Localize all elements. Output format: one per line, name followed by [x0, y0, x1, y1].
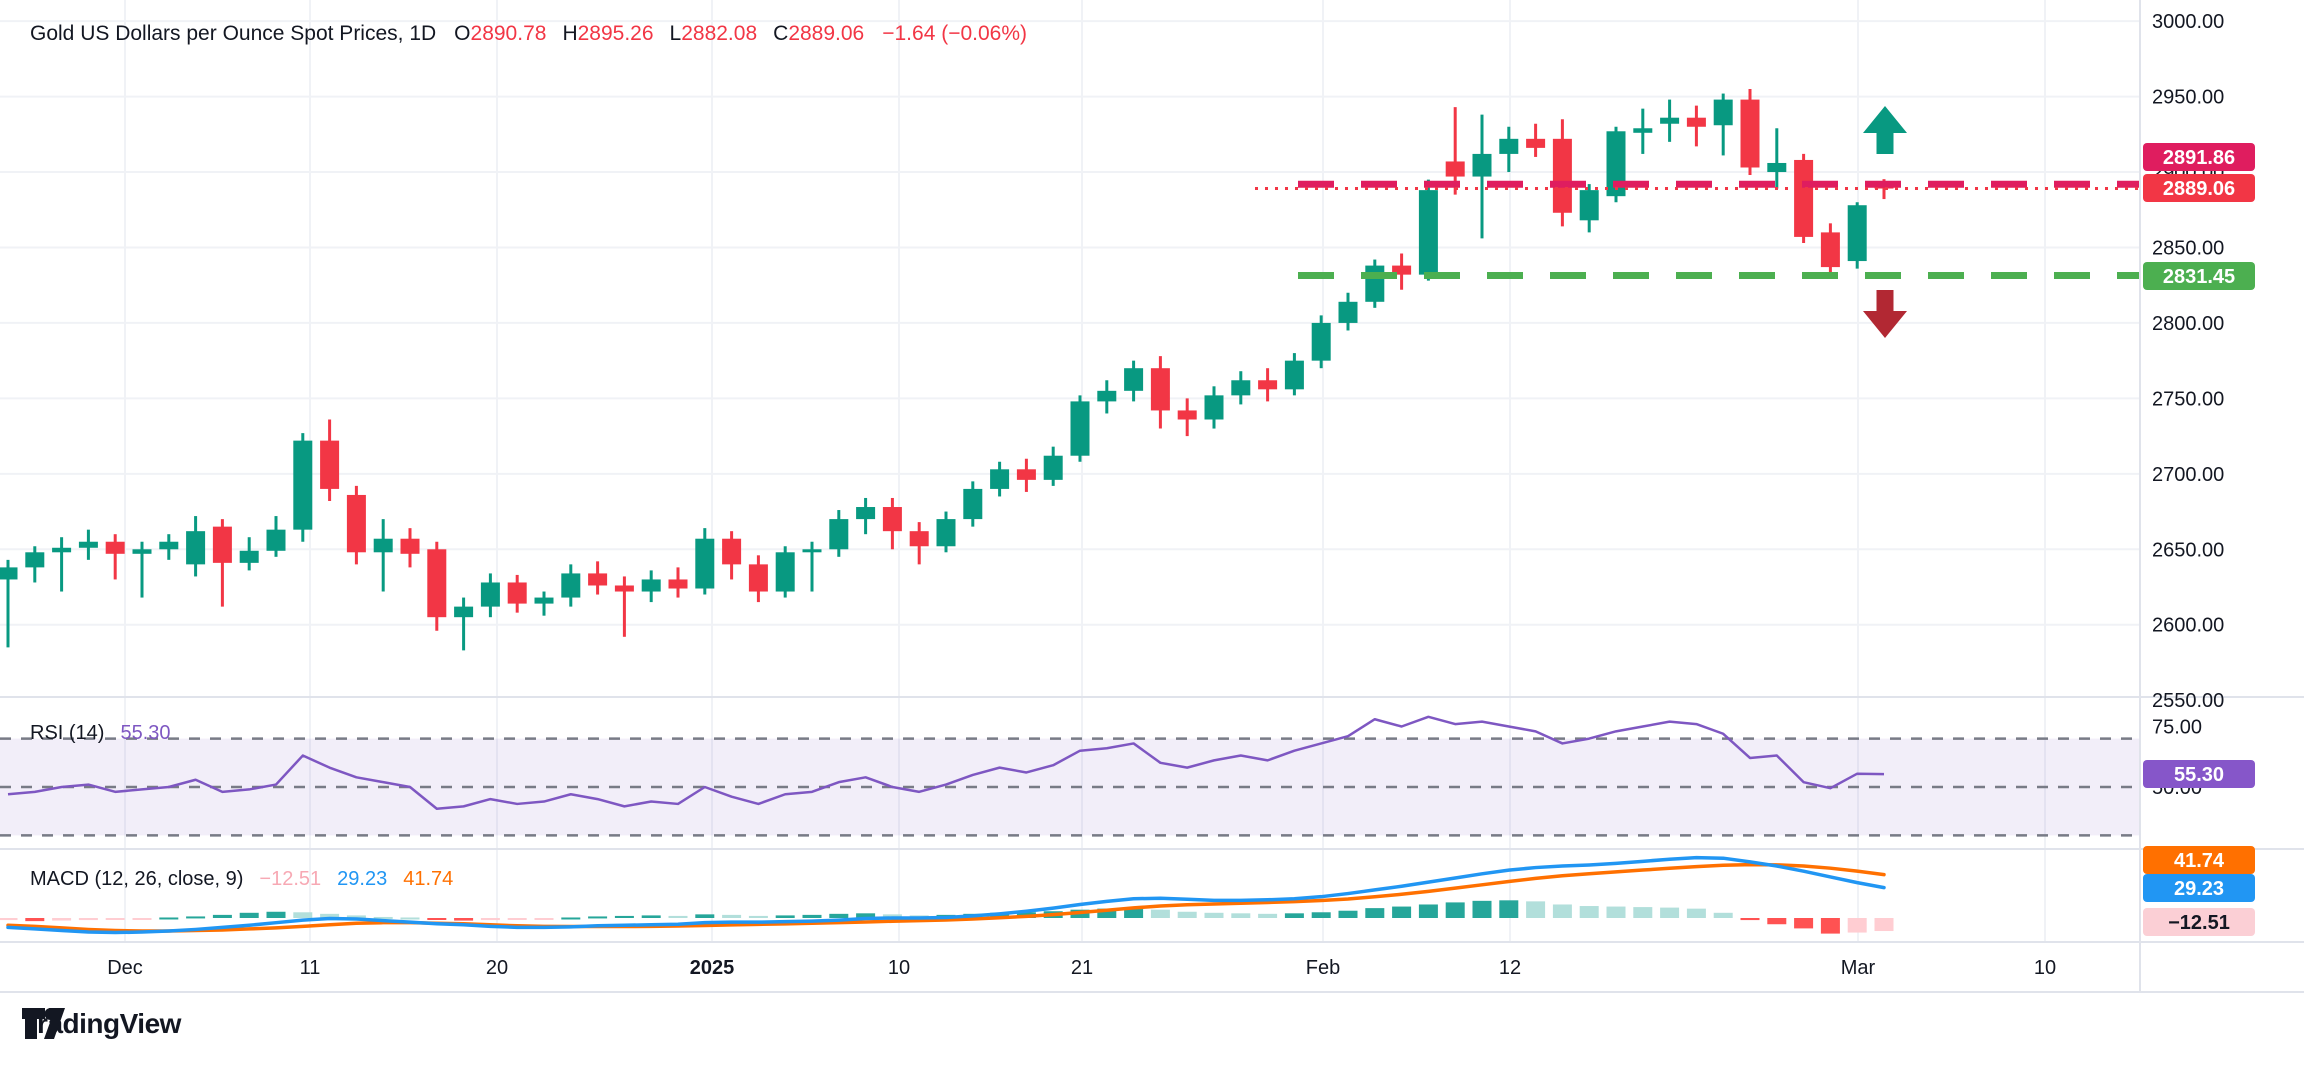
close-value: C2889.06: [773, 22, 865, 45]
axis-badges: 2891.86 2889.06 2831.45 55.30 41.74 29.23 −12.…: [2143, 143, 2255, 936]
rsi-indicator-name: RSI (14): [30, 722, 105, 744]
svg-text:21: 21: [1071, 957, 1093, 979]
svg-text:12: 12: [1499, 957, 1521, 979]
pane-separators: [0, 0, 2304, 993]
macd-signal-value: 41.74: [403, 868, 454, 890]
rsi-indicator-value: 55.30: [120, 722, 171, 744]
low-value: L2882.08: [669, 22, 758, 45]
svg-text:2025: 2025: [690, 957, 735, 979]
tradingview-icon: [22, 1008, 65, 1039]
svg-text:10: 10: [888, 957, 910, 979]
svg-text:75.00: 75.00: [2152, 717, 2202, 739]
down-arrow-annotation: [1863, 290, 1907, 338]
svg-text:41.74: 41.74: [2174, 850, 2225, 872]
svg-text:2889.06: 2889.06: [2163, 178, 2235, 200]
tradingview-logo[interactable]: TradingView: [22, 1008, 181, 1040]
svg-text:Mar: Mar: [1841, 957, 1876, 979]
price-gridlines: [0, 20, 2140, 626]
macd-indicator-name: MACD (12, 26, close, 9): [30, 868, 244, 890]
price-axis[interactable]: 3000.002950.002900.002850.002800.002750.…: [2152, 11, 2224, 799]
rsi-pane-label: RSI (14) 55.30: [30, 722, 171, 745]
svg-text:11: 11: [300, 957, 321, 979]
svg-text:29.23: 29.23: [2174, 878, 2224, 900]
time-axis[interactable]: Dec 11 20 2025 10 21 Feb 12 Mar 10: [107, 957, 2056, 979]
svg-text:2891.86: 2891.86: [2163, 147, 2235, 169]
svg-text:2950.00: 2950.00: [2152, 87, 2224, 109]
macd-hist-value: −12.51: [259, 868, 322, 890]
macd-lines: [6, 855, 1886, 935]
ohlc-values: O2890.78 H2895.26 L2882.08 C2889.06: [454, 22, 864, 46]
rsi-band: [0, 737, 2140, 837]
chart-legend: Gold US Dollars per Ounce Spot Prices, 1…: [30, 22, 1027, 46]
svg-text:55.30: 55.30: [2174, 764, 2224, 786]
open-value: O2890.78: [454, 22, 547, 45]
svg-text:−12.51: −12.51: [2168, 912, 2230, 934]
svg-text:2700.00: 2700.00: [2152, 464, 2224, 486]
rsi-line: [7, 715, 1885, 811]
svg-text:2600.00: 2600.00: [2152, 615, 2224, 637]
svg-text:3000.00: 3000.00: [2152, 11, 2224, 33]
price-levels: [1255, 180, 2140, 279]
svg-text:2750.00: 2750.00: [2152, 388, 2224, 410]
svg-text:2800.00: 2800.00: [2152, 313, 2224, 335]
macd-line-value: 29.23: [337, 868, 388, 890]
macd-pane-label: MACD (12, 26, close, 9) −12.51 29.23 41.…: [30, 868, 453, 891]
svg-text:20: 20: [486, 957, 508, 979]
change-value: −1.64 (−0.06%): [882, 22, 1027, 45]
svg-text:2550.00: 2550.00: [2152, 690, 2224, 712]
svg-text:Feb: Feb: [1306, 957, 1340, 979]
macd-histogram: [0, 900, 1894, 934]
vertical-gridlines: [124, 0, 2046, 942]
candles: [0, 89, 1894, 651]
svg-text:Dec: Dec: [107, 957, 143, 979]
symbol-title: Gold US Dollars per Ounce Spot Prices, 1…: [30, 22, 437, 45]
svg-text:10: 10: [2034, 957, 2056, 979]
svg-text:2850.00: 2850.00: [2152, 237, 2224, 259]
svg-text:2831.45: 2831.45: [2163, 266, 2235, 288]
up-arrow-annotation: [1863, 106, 1907, 154]
high-value: H2895.26: [562, 22, 654, 45]
svg-text:2650.00: 2650.00: [2152, 539, 2224, 561]
annotation-arrows: [1863, 106, 1907, 338]
